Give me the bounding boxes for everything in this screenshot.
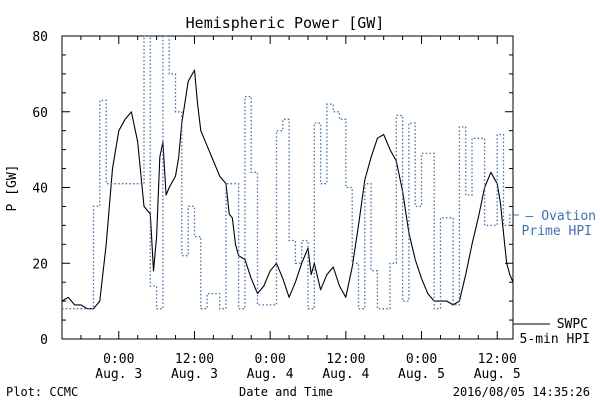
y-tick-label: 0	[40, 333, 48, 348]
chart-title: Hemispheric Power [GW]	[186, 14, 385, 32]
legend: — Ovation Prime HPI SWPC 5-min HPI	[513, 209, 596, 347]
x-tick-label-time: 12:00	[175, 352, 214, 367]
y-tick-label: 20	[32, 257, 48, 272]
x-axis-label: Date and Time	[239, 385, 333, 399]
y-axis-tick-labels: 0 20 40 60 80	[32, 30, 48, 348]
series-layer	[61, 35, 514, 310]
y-tick-label: 60	[32, 106, 48, 121]
y-tick-label: 40	[32, 182, 48, 197]
x-tick-label-date: Aug. 4	[247, 367, 294, 382]
series-swpc-5min-hpi	[61, 69, 514, 310]
series-ovation-prime-hpi	[62, 35, 513, 310]
x-tick-label-date: Aug. 3	[171, 367, 218, 382]
legend-swpc-line2: 5-min HPI	[520, 332, 590, 347]
x-axis-ticks	[61, 36, 498, 339]
x-tick-label-time: 12:00	[326, 352, 365, 367]
plot-credit: Plot: CCMC	[6, 385, 78, 399]
x-tick-label-date: Aug. 5	[398, 367, 445, 382]
x-tick-label-time: 12:00	[478, 352, 517, 367]
y-axis-label: P [GW]	[5, 165, 20, 212]
y-tick-label: 80	[32, 30, 48, 45]
legend-swpc-line1: SWPC	[557, 317, 588, 332]
x-tick-label-date: Aug. 5	[474, 367, 521, 382]
legend-ovation-line2: Prime HPI	[522, 224, 592, 239]
legend-ovation-line1: — Ovation	[526, 209, 596, 224]
x-tick-label-time: 0:00	[406, 352, 437, 367]
x-tick-label-date: Aug. 4	[322, 367, 369, 382]
x-tick-label-time: 0:00	[103, 352, 134, 367]
plot-timestamp: 2016/08/05 14:35:26	[453, 385, 590, 399]
x-tick-label-time: 0:00	[254, 352, 285, 367]
x-tick-label-date: Aug. 3	[95, 367, 142, 382]
